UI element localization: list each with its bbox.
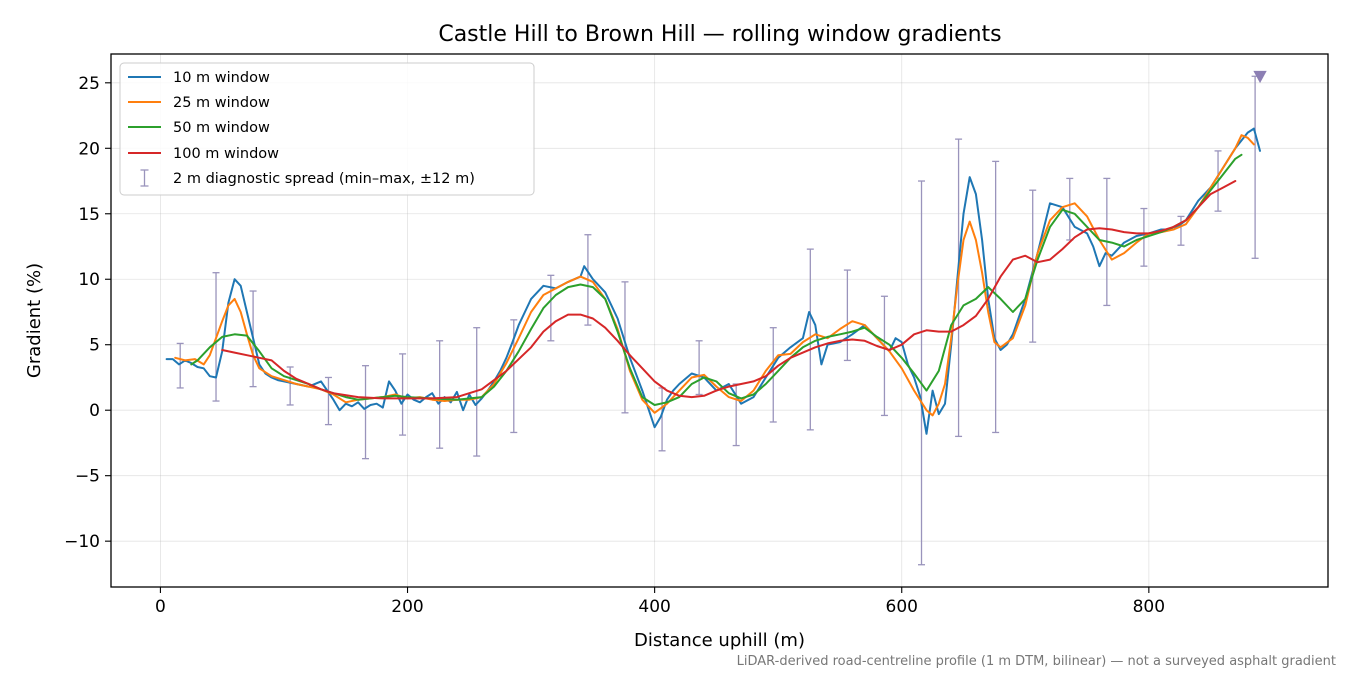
y-tick-label: −10: [64, 532, 100, 552]
legend-label-10m: 10 m window: [173, 70, 270, 86]
spread-bar: [621, 281, 629, 414]
triangle-down-marker: [1253, 70, 1267, 84]
legend-label-25m: 25 m window: [173, 95, 270, 111]
y-tick-label: 25: [78, 74, 100, 94]
spread-bar: [918, 180, 926, 566]
x-tick-label: 200: [391, 597, 423, 617]
y-tick-label: 5: [89, 336, 100, 356]
x-tick-label: 800: [1133, 597, 1165, 617]
y-tick-label: −5: [75, 467, 100, 487]
x-axis-label: Distance uphill (m): [634, 630, 805, 651]
spread-bar: [992, 160, 1000, 434]
spread-bar: [955, 138, 963, 438]
legend-swatch-spread: [140, 169, 149, 187]
markers: [1253, 70, 1267, 84]
y-tick-label: 10: [78, 270, 100, 290]
spread-bar: [806, 248, 814, 431]
spread-bar: [286, 366, 294, 406]
spread-bar: [843, 269, 851, 362]
y-tick-label: 20: [78, 139, 100, 159]
chart-title: Castle Hill to Brown Hill — rolling wind…: [438, 22, 1001, 47]
y-tick-label: 0: [89, 401, 100, 421]
series-line-50m: [190, 153, 1243, 406]
legend-box: [119, 62, 535, 196]
grid-lines: [111, 54, 1328, 587]
x-tick-label: 0: [155, 597, 166, 617]
spread-bar: [547, 274, 555, 342]
spread-bar: [362, 365, 370, 460]
y-tick-label: 15: [78, 205, 100, 225]
legend-label-100m: 100 m window: [173, 146, 279, 162]
y-axis-label: Gradient (%): [24, 263, 45, 378]
diagnostic-spread-bars: [176, 75, 1259, 566]
spread-bar: [399, 353, 407, 436]
spread-bar: [436, 340, 444, 449]
plot-frame: [110, 53, 1329, 588]
series-line-100m: [221, 180, 1237, 400]
legend-label-spread: 2 m diagnostic spread (min–max, ±12 m): [173, 171, 475, 187]
spread-bar: [176, 342, 184, 389]
spread-bar: [880, 295, 888, 417]
spread-bar: [1177, 215, 1185, 246]
footnote: LiDAR-derived road-centreline profile (1…: [737, 654, 1336, 669]
axis-ticks: 0 200 400 600 800 −10 −5 0 5 10 15 20 25: [64, 74, 1165, 617]
spread-bar: [695, 340, 703, 396]
spread-bar: [1029, 189, 1037, 343]
legend-label-50m: 50 m window: [173, 120, 270, 136]
x-tick-label: 600: [886, 597, 918, 617]
plot-area: [111, 54, 1328, 587]
series-lines: [165, 127, 1261, 435]
legend: 10 m window 25 m window 50 m window 100 …: [119, 62, 535, 196]
x-tick-label: 400: [638, 597, 670, 617]
spread-bar: [324, 376, 332, 426]
